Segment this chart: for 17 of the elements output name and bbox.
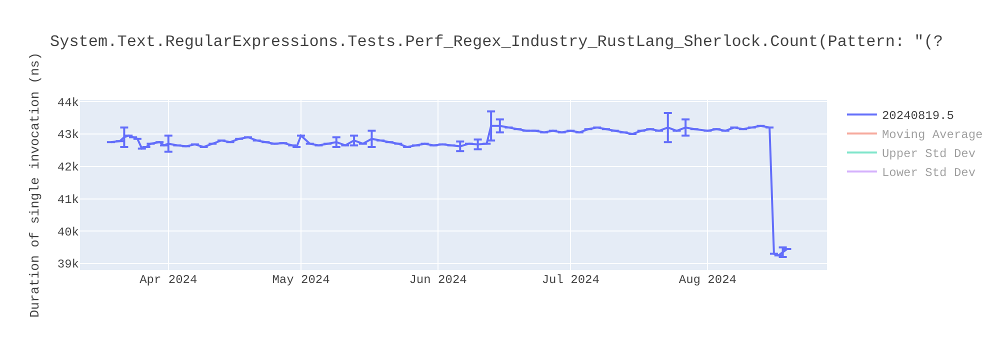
x-tick-label: Apr 2024 <box>140 273 198 287</box>
y-tick-label: 40k <box>57 225 79 240</box>
legend-label: Moving Average <box>882 128 983 142</box>
y-tick-label: 44k <box>57 96 79 110</box>
legend-label: 20240819.5 <box>882 109 954 124</box>
x-tick-label: Aug 2024 <box>678 273 736 287</box>
y-axis-title: Duration of single invocation (ns) <box>27 52 42 318</box>
y-tick-label: 39k <box>57 258 79 272</box>
chart-title: System.Text.RegularExpressions.Tests.Perf_Regex_Industry_RustLang_Sherlock.Count(Pattern: "(? <box>50 33 943 52</box>
y-tick-label: 41k <box>57 192 79 207</box>
x-tick-label: May 2024 <box>272 273 330 287</box>
legend-label: Upper Std Dev <box>882 147 976 162</box>
y-tick-label: 42k <box>57 160 79 175</box>
x-tick-label: Jun 2024 <box>409 273 467 287</box>
x-tick-label: Jul 2024 <box>542 273 600 287</box>
y-tick-label: 43k <box>57 128 79 142</box>
legend-label: Lower Std Dev <box>882 166 976 180</box>
